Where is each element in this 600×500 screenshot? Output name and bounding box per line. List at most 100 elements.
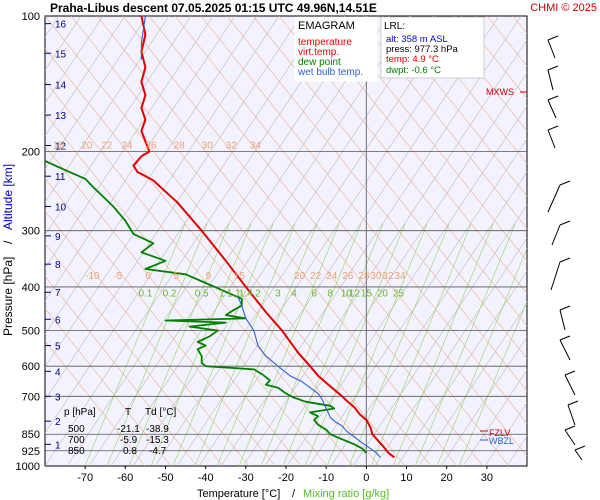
adiabat-label: 28 xyxy=(358,271,370,282)
table-cell: 0.8 xyxy=(123,446,137,457)
y-tick-label: 850 xyxy=(22,429,40,441)
isotherm-line xyxy=(440,336,527,466)
isotherm-line xyxy=(418,303,527,466)
wind-barb-staff xyxy=(547,69,554,91)
adiabat-line xyxy=(45,80,354,466)
x-tick-label: -30 xyxy=(238,472,254,484)
isotherm-line xyxy=(176,16,478,466)
adiabat-label: 24 xyxy=(121,140,133,151)
adiabat-label: -5 xyxy=(113,271,122,282)
x-tick-label: -10 xyxy=(318,472,334,484)
isotherm-line xyxy=(551,16,600,466)
x-axis-label-sep: / xyxy=(292,488,296,500)
table-cell: 700 xyxy=(68,435,85,446)
adiabat-line xyxy=(174,16,527,457)
adiabat-label: 22 xyxy=(101,140,113,151)
altitude-tick-label: 10 xyxy=(55,202,67,213)
wind-barb-flag xyxy=(559,220,571,226)
altitude-tick-label: 4 xyxy=(55,367,61,378)
wind-barb-flag xyxy=(547,65,559,71)
y-tick-label: 925 xyxy=(22,446,40,458)
isotherm-line xyxy=(573,16,600,466)
y-axis-label: Pressure [hPa] / Altitude [km] xyxy=(1,164,15,336)
altitude-tick-label: 13 xyxy=(55,111,67,122)
adiabat-line xyxy=(96,16,458,466)
wind-barb-staff xyxy=(567,404,576,426)
mixing-ratio-line xyxy=(260,223,362,466)
series-upper-wet-bulb-line xyxy=(140,16,146,60)
adiabat-label: -10 xyxy=(85,271,100,282)
adiabat-label: 30 xyxy=(202,140,214,151)
table-header-t: T xyxy=(125,407,131,418)
mixing-ratio-line xyxy=(436,247,527,466)
mixing-ratio-line xyxy=(326,223,428,466)
mixing-ratio-label: 25 xyxy=(393,288,405,299)
legend-title: EMAGRAM xyxy=(298,20,355,32)
table-cell: -38.9 xyxy=(146,424,169,435)
wind-barb-flag xyxy=(567,400,579,406)
mixing-ratio-line xyxy=(414,223,516,466)
isotherm-line xyxy=(45,16,192,236)
mixing-ratio-label: 0.5 xyxy=(195,288,209,299)
adiabat-label: 5 xyxy=(174,271,180,282)
series-wet-bulb-temp--line xyxy=(237,296,381,458)
y-axis-label-sep: / xyxy=(1,240,15,244)
guide-lines xyxy=(45,16,600,466)
pressure-gridlines xyxy=(45,151,527,452)
x-tick-label: 10 xyxy=(400,472,412,484)
table-cell: -21.1 xyxy=(117,424,140,435)
altitude-tick-label: 5 xyxy=(55,342,61,353)
adiabat-label: 24 xyxy=(326,271,338,282)
x-tick-label: -40 xyxy=(198,472,214,484)
fzlv-marker: FZLV xyxy=(489,428,510,438)
altitude-tick-label: 14 xyxy=(55,81,67,92)
mixing-ratio-label: 8 xyxy=(327,288,333,299)
wind-barb-staff xyxy=(547,129,556,149)
isotherm-line xyxy=(45,16,302,401)
lrl-dwpt: dwpt: -0.6 °C xyxy=(386,65,441,76)
adiabat-line xyxy=(460,16,527,99)
isotherm-line xyxy=(220,16,522,466)
wind-barb-staff xyxy=(550,261,561,291)
mixing-ratio-line xyxy=(392,223,494,466)
altitude-tick-label: 15 xyxy=(55,49,67,60)
table-cell: 850 xyxy=(68,446,85,457)
mixing-ratio-label: 6 xyxy=(311,288,317,299)
lrl-alt: alt: 358 m ASL xyxy=(386,34,448,45)
mixing-ratio-label: 1.4 xyxy=(239,288,253,299)
adiabat-line xyxy=(45,243,224,466)
isotherm-line xyxy=(374,237,527,466)
wind-barb-flag xyxy=(559,305,571,311)
x-tick-label: 30 xyxy=(481,472,493,484)
x-tick-label: -20 xyxy=(278,472,294,484)
mixing-ratio-label: 20 xyxy=(377,288,389,299)
wind-barb-staff xyxy=(564,429,576,446)
wind-barb-staff xyxy=(559,339,571,361)
adiabat-label: 32 xyxy=(382,271,394,282)
adiabat-line xyxy=(45,210,250,466)
altitude-tick-label: 7 xyxy=(55,288,61,299)
isotherm-line xyxy=(66,16,368,466)
table-header-p: p [hPa] xyxy=(64,407,96,418)
adiabat-line xyxy=(539,16,600,466)
y-tick-label: 200 xyxy=(22,146,40,158)
mixing-ratio-line xyxy=(84,223,186,466)
adiabat-label: 15 xyxy=(234,271,246,282)
lrl-press: press: 977.3 hPa xyxy=(386,44,459,55)
mixing-ratio-line xyxy=(238,223,340,466)
mixing-ratio-label: 2 xyxy=(255,288,261,299)
adiabat-line xyxy=(278,16,527,327)
y-tick-label: 300 xyxy=(22,226,40,238)
y-tick-label: 100 xyxy=(22,11,40,23)
adiabat-line xyxy=(45,178,276,466)
legend-virt-temp: virt.temp. xyxy=(298,47,339,58)
mixing-ratio-line xyxy=(106,223,208,466)
table-header-td: Td [°C] xyxy=(145,407,176,418)
table-cell: -4.7 xyxy=(149,446,167,457)
mixing-ratio-label: 3 xyxy=(275,288,281,299)
y-ticks: 100 200 300 400 500 600 700 850 925 1000 xyxy=(16,11,40,473)
adiabat-label: 30 xyxy=(370,271,382,282)
adiabat-label: 26 xyxy=(342,271,354,282)
isotherm-line xyxy=(45,16,280,368)
altitude-tick-label: 8 xyxy=(55,260,61,271)
